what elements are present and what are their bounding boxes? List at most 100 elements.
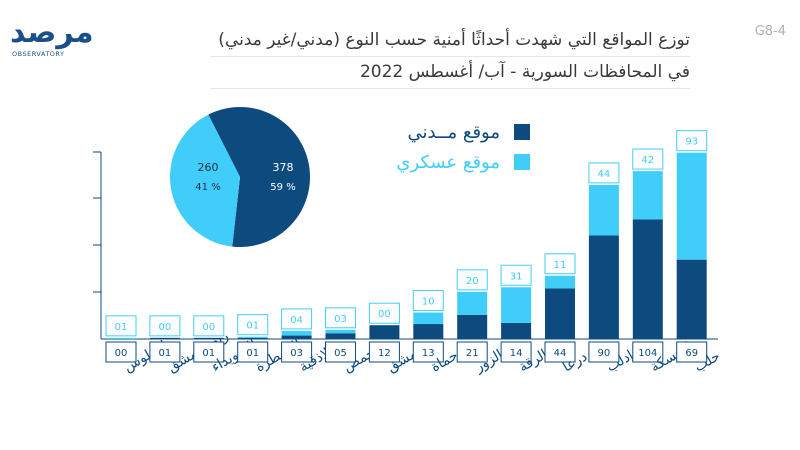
bar-civil xyxy=(545,288,575,339)
data-label-box-military xyxy=(544,253,576,275)
pie-value-label: 260 xyxy=(198,161,219,174)
bar-military xyxy=(501,287,532,323)
data-label-box-military xyxy=(368,302,400,324)
pie-value-label: 378 xyxy=(273,161,294,174)
data-label-military: 20 xyxy=(466,276,479,287)
data-label-civil: 90 xyxy=(598,348,611,359)
chart-title-line1: توزع المواقع التي شهدت أحداثًا أمنية حسب… xyxy=(218,30,690,50)
bar-military xyxy=(588,184,619,236)
data-label-box-military xyxy=(325,307,356,329)
data-label-civil: 01 xyxy=(159,348,172,359)
pie-slice-military xyxy=(170,114,240,247)
data-label-box-military xyxy=(500,264,532,286)
bar-civil xyxy=(632,219,663,339)
data-label-box-civil xyxy=(105,341,137,363)
data-label-military: 11 xyxy=(554,260,567,271)
data-label-civil: 104 xyxy=(638,348,657,359)
pie-percent-label: 59 % xyxy=(270,182,295,193)
bar-civil xyxy=(281,335,312,339)
data-label-box-military xyxy=(412,290,444,312)
data-label-military: 31 xyxy=(510,271,523,282)
data-label-box-military xyxy=(588,162,620,184)
data-label-box-civil xyxy=(456,341,488,363)
data-label-box-military xyxy=(149,315,181,337)
data-label-civil: 21 xyxy=(466,348,479,359)
data-label-military: 00 xyxy=(202,322,215,333)
bar-military xyxy=(676,152,707,260)
data-label-box-military xyxy=(456,269,488,291)
data-label-box-civil xyxy=(281,341,313,363)
bar-military xyxy=(457,291,488,315)
data-label-civil: 01 xyxy=(246,348,259,359)
data-label-box-civil xyxy=(412,341,444,363)
data-label-box-civil xyxy=(325,341,356,363)
data-label-military: 00 xyxy=(378,309,391,320)
bar-military xyxy=(545,275,575,289)
logo: مرصد OBSERVATORY xyxy=(10,15,95,66)
bar-civil xyxy=(501,322,532,339)
data-label-military: 93 xyxy=(685,137,698,148)
bar-military xyxy=(325,329,356,334)
data-label-military: 01 xyxy=(115,322,128,333)
data-label-box-military xyxy=(237,314,269,336)
title-divider xyxy=(210,88,690,89)
bar-civil xyxy=(149,337,180,339)
data-label-civil: 69 xyxy=(685,348,698,359)
data-label-box-civil xyxy=(149,341,181,363)
data-label-military: 04 xyxy=(290,315,303,326)
data-label-box-civil xyxy=(193,341,225,363)
bar-civil xyxy=(369,325,400,339)
data-label-civil: 14 xyxy=(510,348,523,359)
data-label-box-civil xyxy=(676,341,708,363)
logo-subtitle: OBSERVATORY xyxy=(12,50,65,58)
data-label-box-civil xyxy=(500,341,532,363)
bar-military xyxy=(632,171,663,220)
data-label-military: 10 xyxy=(422,297,435,308)
data-label-civil: 05 xyxy=(334,348,347,359)
bar-military xyxy=(237,336,268,338)
logo-wordmark: مرصد xyxy=(10,15,95,50)
data-label-military: 44 xyxy=(598,169,611,180)
pie-percent-label: 41 % xyxy=(195,182,220,193)
data-label-box-military xyxy=(632,148,664,170)
data-label-box-civil xyxy=(544,341,576,363)
legend-item-military: موقع عسكري xyxy=(370,152,530,174)
legend-label-military: موقع عسكري xyxy=(396,152,500,173)
legend-swatch-civil xyxy=(514,124,530,140)
bar-civil xyxy=(325,333,356,339)
data-label-civil: 13 xyxy=(422,348,435,359)
bar-civil xyxy=(457,314,488,339)
pie-slice-civil xyxy=(208,107,311,248)
data-label-military: 01 xyxy=(246,321,259,332)
data-label-civil: 00 xyxy=(115,348,128,359)
data-label-military: 00 xyxy=(159,322,172,333)
data-label-box-military xyxy=(676,130,708,152)
data-label-box-civil xyxy=(237,341,269,363)
data-label-box-civil xyxy=(588,341,620,363)
bar-civil xyxy=(237,337,268,339)
bar-civil xyxy=(588,235,619,339)
data-label-box-military xyxy=(105,315,137,337)
bar-civil xyxy=(413,324,444,339)
bar-civil xyxy=(676,259,707,339)
data-label-civil: 03 xyxy=(290,348,303,359)
data-label-military: 03 xyxy=(334,314,347,325)
data-label-military: 42 xyxy=(641,155,654,166)
figure-code: G8-4 xyxy=(754,24,786,39)
legend-item-civil: موقع مــدني xyxy=(370,122,530,144)
bar-military xyxy=(281,330,312,336)
legend-swatch-military xyxy=(514,154,530,170)
data-label-box-military xyxy=(193,315,225,337)
legend-label-civil: موقع مــدني xyxy=(407,122,501,143)
data-label-box-military xyxy=(281,308,313,330)
data-label-box-civil xyxy=(368,341,400,363)
title-divider xyxy=(210,56,690,57)
bar-military xyxy=(413,312,444,325)
chart-title-line2: في المحافظات السورية - آب/ أغسطس 2022 xyxy=(359,62,690,82)
data-label-civil: 12 xyxy=(378,348,391,359)
data-label-civil: 01 xyxy=(202,348,215,359)
bar-civil xyxy=(193,337,224,339)
bar-military xyxy=(106,337,136,339)
data-label-civil: 44 xyxy=(554,348,567,359)
